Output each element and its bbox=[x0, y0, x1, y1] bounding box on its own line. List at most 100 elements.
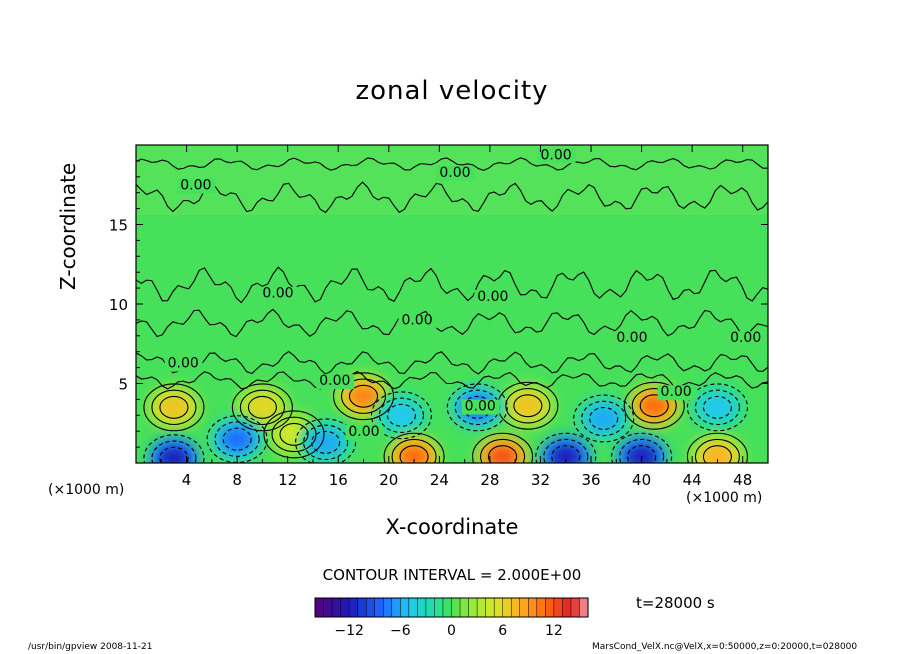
x-tick-label: 48 bbox=[733, 471, 752, 489]
x-axis-label: X-coordinate bbox=[385, 515, 519, 539]
contour-ring bbox=[391, 438, 437, 463]
colorbar-segment bbox=[391, 597, 401, 618]
contour-ring bbox=[222, 427, 252, 451]
contour-ring bbox=[378, 397, 424, 434]
colorbar-tick-label: 12 bbox=[545, 623, 563, 639]
contour-label-bg bbox=[613, 331, 652, 347]
velocity-cell bbox=[625, 444, 658, 463]
contour-label-bg bbox=[177, 178, 216, 194]
contour-ring bbox=[159, 446, 189, 463]
colorbar-tick-label: 6 bbox=[498, 623, 507, 639]
contour-ring bbox=[543, 438, 589, 463]
colorbar-segment bbox=[442, 597, 453, 618]
contour-ring bbox=[573, 394, 635, 443]
colorbar: −12 −6 0 6 12 bbox=[314, 597, 589, 639]
contour-ring bbox=[702, 445, 732, 463]
contour-label: 0.00 bbox=[401, 313, 432, 329]
contour-ring bbox=[263, 410, 325, 459]
x-tick-label: 20 bbox=[379, 471, 398, 489]
velocity-cell bbox=[385, 403, 418, 428]
velocity-cell bbox=[246, 395, 279, 420]
contour-label: 0.00 bbox=[439, 165, 470, 181]
velocity-cell bbox=[221, 427, 254, 452]
velocity-cell bbox=[701, 444, 734, 463]
contour-label-bg bbox=[436, 165, 475, 181]
colorbar-segment bbox=[331, 597, 342, 618]
colorbar-segment bbox=[579, 597, 589, 618]
contour-ring bbox=[370, 391, 432, 440]
colorbar-tick-label: −6 bbox=[390, 623, 411, 639]
contour-label-bg bbox=[474, 289, 513, 305]
contour-ring bbox=[247, 395, 277, 419]
colorbar-segment bbox=[451, 597, 461, 618]
x-tick-label: 8 bbox=[232, 471, 242, 489]
contour-label: 0.00 bbox=[477, 289, 508, 305]
footer-program: /usr/bin/gpview 2008-11-21 bbox=[28, 642, 153, 652]
contour-lines: 0.00 0.00 0.00 0.00 0.00 0.00 0.00 0.00 0.00 0.00… bbox=[136, 147, 768, 463]
contour-ring bbox=[686, 432, 748, 463]
contour-ring bbox=[386, 403, 416, 427]
x-tick-label: 12 bbox=[278, 471, 297, 489]
contour-ring bbox=[348, 384, 379, 408]
velocity-cell bbox=[486, 444, 519, 463]
contour-label: 0.00 bbox=[616, 330, 647, 346]
contour-ring bbox=[480, 438, 526, 463]
velocity-cell bbox=[549, 444, 582, 463]
contour-ring bbox=[619, 438, 665, 463]
colorbar-segment bbox=[476, 597, 487, 618]
zero-contour bbox=[136, 308, 768, 338]
contour-ring bbox=[295, 418, 357, 463]
colorbar-segment bbox=[536, 597, 546, 618]
contour-ring bbox=[279, 422, 309, 446]
contour-ring bbox=[702, 395, 732, 419]
colorbar-segment bbox=[434, 597, 444, 618]
contour-label-bg bbox=[316, 374, 355, 390]
contour-ring bbox=[143, 383, 205, 432]
colorbar-segment bbox=[459, 597, 470, 618]
contour-label: 0.00 bbox=[540, 147, 571, 163]
contour-ring bbox=[611, 432, 673, 463]
x-tick-label: 4 bbox=[182, 471, 192, 489]
contour-ring bbox=[589, 407, 619, 430]
zero-contour bbox=[136, 181, 768, 214]
velocity-cell bbox=[701, 395, 734, 420]
colorbar-segment bbox=[340, 597, 350, 618]
contour-ring bbox=[151, 440, 197, 463]
contour-ring bbox=[639, 394, 669, 418]
contour-label-bg bbox=[345, 424, 384, 440]
x-unit-left: (×1000 m) bbox=[48, 482, 125, 498]
velocity-cell bbox=[398, 444, 431, 463]
contour-label: 0.00 bbox=[262, 286, 293, 302]
contour-label: 0.00 bbox=[319, 373, 350, 389]
velocity-cell bbox=[587, 406, 620, 431]
contour-ring bbox=[581, 400, 627, 437]
contour-ring bbox=[206, 415, 268, 463]
colorbar-segment bbox=[425, 597, 435, 618]
contour-label-bg bbox=[657, 385, 696, 401]
colorbar-segment bbox=[502, 597, 512, 618]
contour-ring bbox=[311, 430, 341, 454]
x-tick-label: 28 bbox=[480, 471, 499, 489]
velocity-cell bbox=[157, 395, 190, 420]
colorbar-segment bbox=[519, 597, 529, 618]
contour-ring bbox=[488, 445, 518, 463]
contour-ring bbox=[271, 416, 317, 453]
contour-interval-text: CONTOUR INTERVAL = 2.000E+00 bbox=[322, 566, 582, 584]
velocity-cell bbox=[511, 393, 544, 418]
chart-title: zonal velocity bbox=[355, 76, 549, 106]
contour-ring bbox=[694, 438, 740, 463]
contour-ring bbox=[303, 424, 349, 461]
contour-label-bg bbox=[259, 286, 298, 302]
colorbar-segment bbox=[348, 597, 359, 618]
y-tick-label: 15 bbox=[109, 217, 128, 235]
x-tick-label: 44 bbox=[683, 471, 702, 489]
contour-ring bbox=[143, 434, 205, 463]
y-tick-label: 10 bbox=[109, 296, 128, 314]
colorbar-segment bbox=[510, 597, 521, 618]
contour-label-bg bbox=[727, 331, 766, 347]
colorbar-segment bbox=[553, 597, 563, 618]
colorbar-tick-label: 0 bbox=[447, 623, 456, 639]
x-tick-label: 36 bbox=[581, 471, 600, 489]
